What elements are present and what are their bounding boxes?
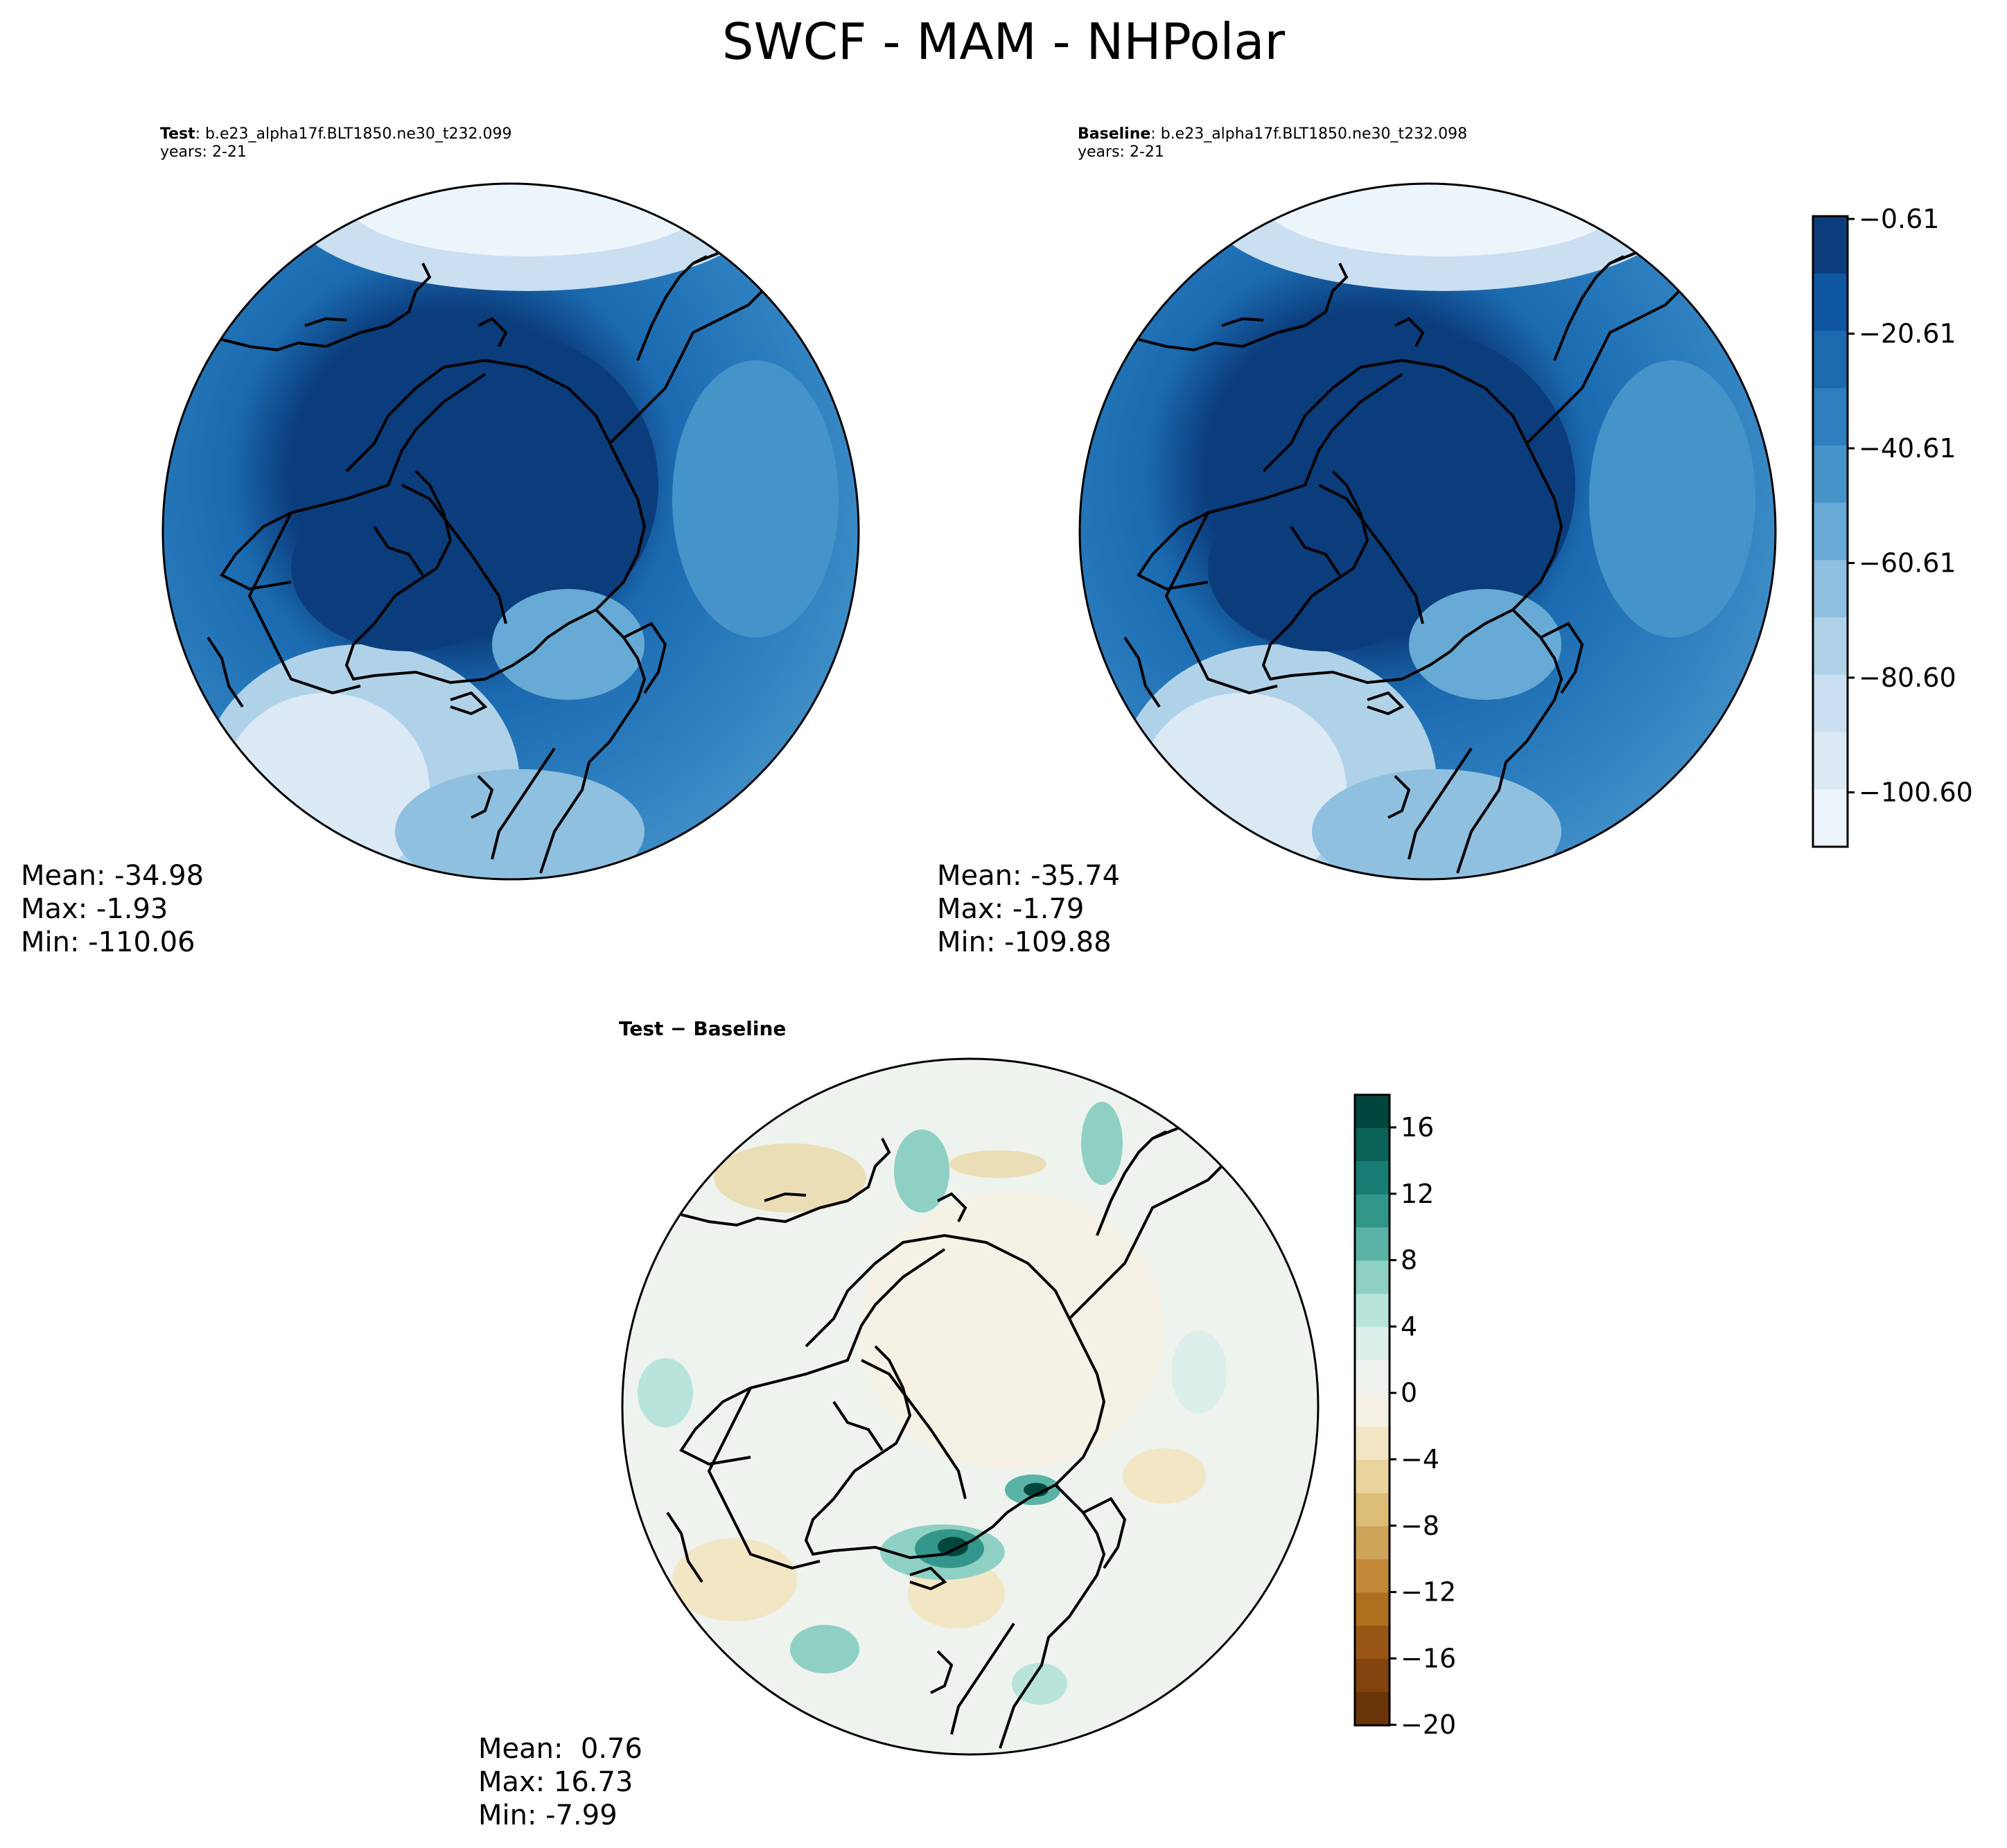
main-colorbar-swatch [1813,216,1848,274]
diff-colorbar-tick-label: −16 [1401,1643,1456,1673]
diff-mean: Mean: 0.76 [478,1733,642,1765]
diff-colorbar-tick-label: −20 [1401,1709,1456,1740]
main-colorbar-swatch [1813,388,1848,446]
baseline-title-case: : b.e23_alpha17f.BLT1850.ne30_t232.098 [1150,125,1468,143]
diff-colorbar-tick-label: −8 [1401,1511,1439,1541]
main-colorbar-swatch [1813,502,1848,561]
diff-colorbar-swatch [1355,1559,1390,1593]
main-colorbar-swatch [1813,732,1848,790]
diff-stats: Mean: 0.76 Max: 16.73 Min: -7.99 [478,1732,642,1832]
diff-colorbar-swatch [1355,1127,1390,1162]
diff-colorbar-swatch [1355,1360,1390,1394]
diff-map [621,1057,1320,1756]
test-years: years: 2-21 [160,143,247,161]
main-colorbar-tick-label: −20.61 [1859,319,1956,349]
main-colorbar-swatch [1813,273,1848,331]
diff-colorbar-swatch [1355,1592,1390,1626]
test-min: Min: -110.06 [21,926,195,958]
baseline-panel-title: Baseline: b.e23_alpha17f.BLT1850.ne30_t2… [1078,125,1467,161]
diff-colorbar-tick-label: −4 [1401,1444,1439,1475]
baseline-stats: Mean: -35.74 Max: -1.79 Min: -109.88 [937,859,1120,959]
test-title-bold: Test [160,125,195,143]
main-colorbar-swatches [1813,216,1848,847]
diff-colorbar-swatch [1355,1260,1390,1294]
diff-colorbar-tick-label: 16 [1401,1112,1434,1143]
diff-colorbar-tick-label: 8 [1401,1245,1417,1276]
main-colorbar: −0.61 −20.61 −40.61 −60.61 −80.60 −100.60 [1812,204,1973,848]
diff-panel-title: Test − Baseline [619,1017,787,1040]
test-mean: Mean: -34.98 [21,860,204,892]
main-colorbar-swatch [1813,560,1848,618]
diff-colorbar-swatch [1355,1393,1390,1427]
main-colorbar-tick-label: −0.61 [1859,204,1939,234]
diff-colorbar-swatch [1355,1493,1390,1527]
diff-colorbar: 16 12 8 4 0 −4 −8 −12 −16 −20 [1353,1093,1456,1740]
main-colorbar-ticks: −0.61 −20.61 −40.61 −60.61 −80.60 −100.60 [1848,204,1973,808]
diff-colorbar-swatch [1355,1526,1390,1560]
diff-colorbar-swatch [1355,1227,1390,1261]
main-colorbar-swatch [1813,789,1848,847]
main-colorbar-tick-label: −40.61 [1859,433,1956,464]
baseline-title-bold: Baseline [1078,125,1151,143]
diff-max: Max: 16.73 [478,1766,633,1798]
baseline-max: Max: -1.79 [937,893,1085,925]
diff-colorbar-tick-label: 4 [1401,1311,1417,1341]
main-colorbar-tick-label: −80.60 [1859,662,1956,693]
diff-colorbar-tick-label: −12 [1401,1577,1456,1608]
diff-min: Min: -7.99 [478,1799,617,1831]
main-colorbar-tick-label: −60.61 [1859,548,1956,579]
baseline-min: Min: -109.88 [937,926,1112,958]
main-colorbar-frame [1812,215,1849,848]
diff-colorbar-swatch [1355,1294,1390,1328]
diff-colorbar-swatches [1355,1095,1390,1726]
main-colorbar-swatch [1813,674,1848,733]
test-panel-title: Test: b.e23_alpha17f.BLT1850.ne30_t232.0… [160,125,511,161]
diff-colorbar-swatch [1355,1459,1390,1494]
baseline-mean: Mean: -35.74 [937,860,1121,892]
diff-colorbar-swatch [1355,1327,1390,1361]
diff-colorbar-swatch [1355,1161,1390,1195]
diff-colorbar-ticks: 16 12 8 4 0 −4 −8 −12 −16 −20 [1390,1112,1456,1740]
diff-colorbar-tick-label: 0 [1401,1378,1417,1408]
main-colorbar-swatch [1813,445,1848,504]
diff-colorbar-frame [1353,1093,1391,1727]
diff-colorbar-swatch [1355,1194,1390,1229]
test-title-case: : b.e23_alpha17f.BLT1850.ne30_t232.099 [195,125,512,143]
diff-colorbar-swatch [1355,1659,1390,1693]
test-max: Max: -1.93 [21,893,168,925]
baseline-map [1078,182,1777,881]
diff-colorbar-swatch [1355,1095,1390,1129]
baseline-years: years: 2-21 [1078,143,1164,161]
main-colorbar-swatch [1813,617,1848,676]
diff-colorbar-swatch [1355,1426,1390,1461]
test-map [161,182,860,881]
diff-colorbar-swatch [1355,1692,1390,1726]
diff-colorbar-swatch [1355,1626,1390,1660]
test-stats: Mean: -34.98 Max: -1.93 Min: -110.06 [21,859,204,959]
figure-title: SWCF - MAM - NHPolar [721,12,1286,71]
diff-colorbar-tick-label: 12 [1401,1179,1434,1209]
main-colorbar-swatch [1813,331,1848,389]
main-colorbar-tick-label: −100.60 [1859,777,1973,808]
